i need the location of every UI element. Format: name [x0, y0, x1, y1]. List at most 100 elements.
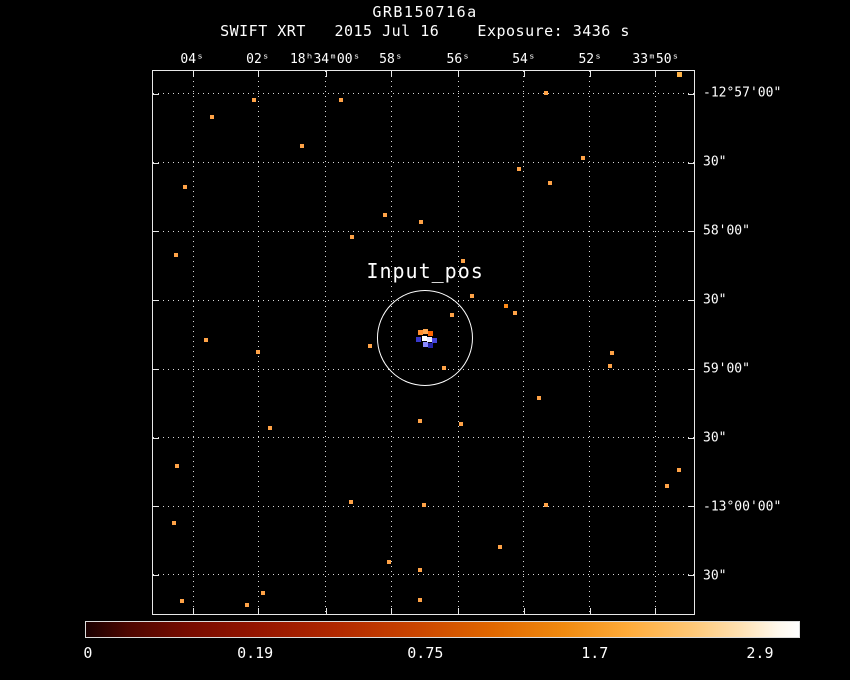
grid-line-horizontal — [153, 230, 694, 232]
axis-tick — [153, 506, 159, 508]
plot-area — [152, 70, 695, 615]
source-pixel — [427, 337, 433, 343]
grid-line-horizontal — [153, 574, 694, 576]
grid-line-horizontal — [153, 93, 694, 95]
axis-tick — [153, 162, 159, 164]
photon-point — [450, 312, 455, 317]
source-pixel — [423, 329, 429, 335]
photon-point — [418, 418, 423, 423]
axis-tick — [325, 608, 327, 614]
axis-tick — [688, 93, 694, 95]
axis-tick — [523, 71, 525, 77]
photon-point — [469, 294, 474, 299]
photon-point — [458, 422, 463, 427]
page-title: GRB150716a — [372, 3, 478, 21]
photon-point — [300, 144, 305, 149]
photon-point — [386, 560, 391, 565]
axis-tick — [258, 71, 260, 77]
page-subtitle: SWIFT XRT 2015 Jul 16 Exposure: 3436 s — [220, 22, 630, 40]
grid-line-vertical — [325, 71, 327, 614]
source-pixel — [432, 338, 438, 344]
photon-point — [664, 484, 669, 489]
photon-point — [209, 114, 214, 119]
axis-tick — [193, 608, 195, 614]
photon-point — [610, 350, 615, 355]
colorbar-tick-label: 0.19 — [237, 644, 274, 662]
grid-line-vertical — [457, 71, 459, 614]
photon-point — [547, 180, 552, 185]
axis-tick — [153, 300, 159, 302]
source-annotation: Input_pos — [366, 259, 484, 284]
grid-line-horizontal — [153, 162, 694, 164]
photon-point — [676, 467, 681, 472]
ra-tick-label: 56ˢ — [446, 52, 470, 67]
photon-point — [497, 545, 502, 550]
dec-tick-label: 30" — [703, 430, 727, 446]
photon-point — [251, 97, 256, 102]
axis-tick — [153, 231, 159, 233]
dec-tick-label: -13°00'00" — [703, 499, 782, 515]
photon-point — [460, 259, 465, 264]
axis-tick — [258, 608, 260, 614]
photon-point — [418, 220, 423, 225]
grid-line-horizontal — [153, 437, 694, 439]
ra-tick-label: 02ˢ — [246, 52, 270, 67]
photon-point — [256, 349, 261, 354]
colorbar-tick-label: 0.75 — [407, 644, 444, 662]
photon-point — [383, 213, 388, 218]
colorbar — [85, 621, 800, 638]
axis-tick — [458, 71, 460, 77]
axis-tick — [688, 574, 694, 576]
axis-tick — [589, 71, 591, 77]
axis-tick — [391, 71, 393, 77]
axis-tick — [153, 93, 159, 95]
axis-tick — [589, 608, 591, 614]
photon-point — [367, 343, 372, 348]
photon-point — [676, 72, 682, 78]
ra-tick-label: 04ˢ — [180, 52, 204, 67]
source-pixel — [418, 330, 424, 336]
dec-tick-label: 30" — [703, 154, 727, 170]
grid-line-vertical — [192, 71, 194, 614]
dec-tick-label: 30" — [703, 568, 727, 584]
axis-tick — [655, 608, 657, 614]
grid-line-horizontal — [153, 299, 694, 301]
ra-tick-label: 58ˢ — [379, 52, 403, 67]
grid-line-vertical — [390, 71, 392, 614]
photon-point — [418, 597, 423, 602]
photon-point — [182, 184, 187, 189]
photon-point — [339, 97, 344, 102]
axis-tick — [688, 300, 694, 302]
axis-tick — [688, 231, 694, 233]
source-pixel — [428, 343, 434, 349]
photon-point — [179, 598, 184, 603]
photon-point — [581, 155, 586, 160]
photon-point — [544, 503, 549, 508]
photon-point — [513, 311, 518, 316]
axis-tick — [193, 71, 195, 77]
axis-tick — [325, 71, 327, 77]
source-pixel — [428, 331, 434, 337]
axis-tick — [688, 437, 694, 439]
axis-tick — [688, 162, 694, 164]
photon-point — [173, 252, 178, 257]
photon-point — [608, 363, 613, 368]
source-pixel — [422, 336, 428, 342]
dec-tick-label: -12°57'00" — [703, 85, 782, 101]
source-pixel — [423, 342, 429, 348]
photon-point — [172, 521, 177, 526]
ra-tick-label: 33ᵐ50ˢ — [632, 52, 680, 67]
grid-line-vertical — [523, 71, 525, 614]
grid-line-vertical — [257, 71, 259, 614]
axis-tick — [523, 608, 525, 614]
photon-point — [544, 90, 549, 95]
dec-tick-label: 30" — [703, 292, 727, 308]
source-circle — [377, 290, 474, 387]
ra-tick-label: 54ˢ — [512, 52, 536, 67]
photon-point — [174, 463, 179, 468]
photon-point — [516, 166, 521, 171]
axis-tick — [391, 608, 393, 614]
axis-tick — [153, 437, 159, 439]
photon-point — [503, 304, 508, 309]
axis-tick — [153, 574, 159, 576]
